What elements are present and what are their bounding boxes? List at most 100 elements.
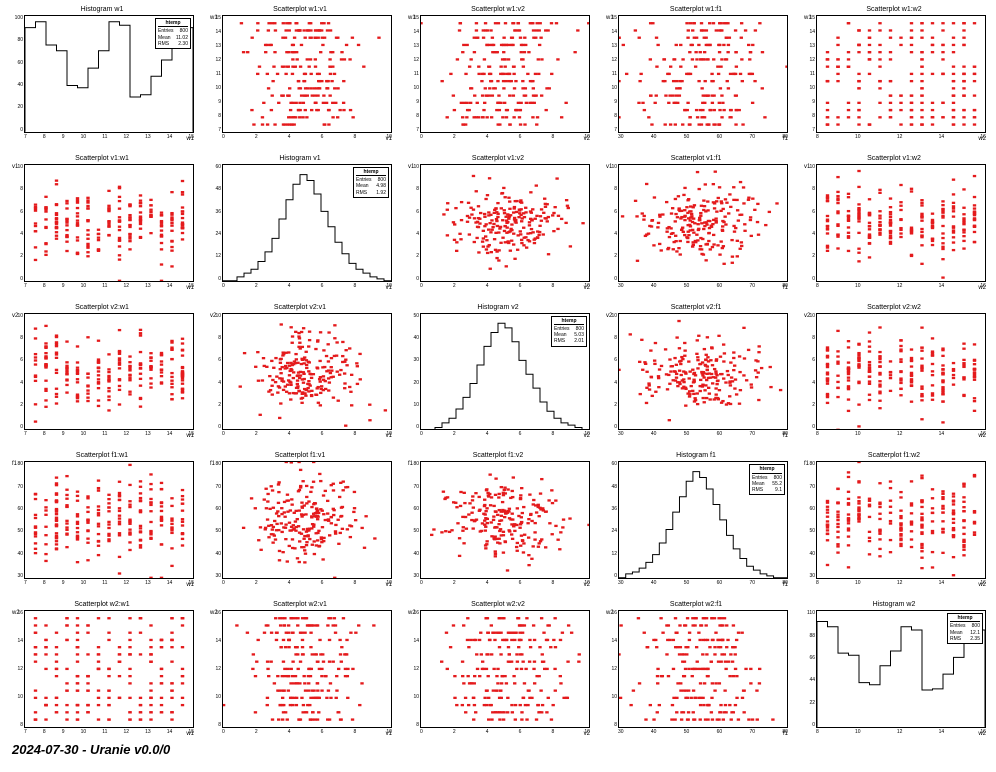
y-ticks: 100806040200 <box>12 15 23 133</box>
y-ticks: 161412108 <box>210 610 221 728</box>
x-axis-label: v1 <box>386 731 392 737</box>
x-ticks: 0246810 <box>420 283 590 289</box>
plot-title: Scatterplot f1:v2 <box>406 452 590 459</box>
pairs-matrix-grid: Histogram w1 htemp Entries800 Mean11.02 … <box>10 6 986 738</box>
cell-hist-v2: Histogram v2 htemp Entries800 Mean5.03 R… <box>406 304 590 441</box>
plot-area <box>618 313 788 431</box>
x-axis-label: f1 <box>783 731 788 737</box>
plot-title: Scatterplot w1:v1 <box>208 6 392 13</box>
y-ticks: 1086420 <box>804 164 815 282</box>
x-axis-label: v1 <box>386 136 392 142</box>
plot-title: Scatterplot v1:f1 <box>604 155 788 162</box>
plot-area <box>24 164 194 282</box>
plot-box: 0246810 151413121110987 v2 w1 <box>420 15 590 133</box>
plot-box: 810121416 1086420 w2 v2 <box>816 313 986 431</box>
footer-caption: 2024-07-30 - Uranie v0.0/0 <box>10 742 986 757</box>
plot-area <box>24 610 194 728</box>
cell-scatter-f1-v1: Scatterplot f1:v1 0246810 807060504030 v… <box>208 452 392 589</box>
y-axis-label: v2 <box>606 313 612 319</box>
x-ticks: 304050607080 <box>618 431 788 437</box>
y-ticks: 151413121110987 <box>210 15 221 133</box>
y-axis-label: f1 <box>804 461 809 467</box>
plot-box: htemp Entries800 Mean55.2 RMS9.1 3040506… <box>618 461 788 579</box>
plot-box: 304050607080 161412108 f1 w2 <box>618 610 788 728</box>
plot-box: 304050607080 1086420 f1 v2 <box>618 313 788 431</box>
x-axis-label: v2 <box>584 136 590 142</box>
y-axis-label: w2 <box>12 610 20 616</box>
x-axis-label: v2 <box>584 285 590 291</box>
y-ticks: 151413121110987 <box>606 15 617 133</box>
y-axis-label: w2 <box>408 610 416 616</box>
y-ticks: 161412108 <box>606 610 617 728</box>
plot-box: 789101112131415 1086420 w1 v2 <box>24 313 194 431</box>
x-axis-label: v2 <box>584 433 590 439</box>
cell-scatter-v1-w1: Scatterplot v1:w1 789101112131415 108642… <box>10 155 194 292</box>
stats-legend: htemp Entries800 Mean12.1 RMS2.35 <box>947 613 983 644</box>
stats-legend: htemp Entries800 Mean4.98 RMS1.92 <box>353 167 389 198</box>
x-axis-label: w2 <box>978 731 986 737</box>
y-ticks: 1086420 <box>12 164 23 282</box>
plot-title: Scatterplot v2:w1 <box>10 304 194 311</box>
y-axis-label: v2 <box>210 313 216 319</box>
cell-scatter-w1-f1: Scatterplot w1:f1 304050607080 151413121… <box>604 6 788 143</box>
y-axis-label: v2 <box>12 313 18 319</box>
y-axis-label: w1 <box>804 15 812 21</box>
x-ticks: 789101112131415 <box>24 580 194 586</box>
y-ticks: 161412108 <box>12 610 23 728</box>
cell-scatter-v2-f1: Scatterplot v2:f1 304050607080 1086420 f… <box>604 304 788 441</box>
y-ticks: 807060504030 <box>804 461 815 579</box>
x-axis-label: w2 <box>978 582 986 588</box>
plot-box: 0246810 151413121110987 v1 w1 <box>222 15 392 133</box>
x-axis-label: w1 <box>186 285 194 291</box>
x-ticks: 789101112131415 <box>24 431 194 437</box>
y-axis-label: w2 <box>606 610 614 616</box>
x-axis-label: w1 <box>186 136 194 142</box>
cell-scatter-v2-w2: Scatterplot v2:w2 810121416 1086420 w2 v… <box>802 304 986 441</box>
x-ticks: 810121416 <box>816 580 986 586</box>
plot-area <box>816 313 986 431</box>
cell-scatter-w2-v2: Scatterplot w2:v2 0246810 161412108 v2 w… <box>406 601 590 738</box>
plot-box: htemp Entries800 Mean11.02 RMS2.30 78910… <box>24 15 194 133</box>
cell-scatter-v2-v1: Scatterplot v2:v1 0246810 1086420 v1 v2 <box>208 304 392 441</box>
plot-box: 0246810 161412108 v2 w2 <box>420 610 590 728</box>
plot-title: Scatterplot w2:f1 <box>604 601 788 608</box>
x-axis-label: f1 <box>783 582 788 588</box>
cell-scatter-f1-v2: Scatterplot f1:v2 0246810 807060504030 v… <box>406 452 590 589</box>
plot-area <box>222 610 392 728</box>
x-axis-label: w1 <box>186 731 194 737</box>
plot-box: 0246810 161412108 v1 w2 <box>222 610 392 728</box>
plot-area: htemp Entries800 Mean4.98 RMS1.92 <box>222 164 392 282</box>
plot-area <box>420 164 590 282</box>
x-ticks: 304050607080 <box>618 283 788 289</box>
y-ticks: 151413121110987 <box>804 15 815 133</box>
y-ticks: 161412108 <box>408 610 419 728</box>
y-ticks: 807060504030 <box>210 461 221 579</box>
x-ticks: 0246810 <box>420 431 590 437</box>
x-ticks: 304050607080 <box>618 580 788 586</box>
cell-hist-f1: Histogram f1 htemp Entries800 Mean55.2 R… <box>604 452 788 589</box>
plot-title: Histogram v2 <box>406 304 590 311</box>
plot-title: Scatterplot v2:v1 <box>208 304 392 311</box>
plot-title: Histogram w2 <box>802 601 986 608</box>
plot-area: htemp Entries800 Mean12.1 RMS2.35 <box>816 610 986 728</box>
plot-title: Scatterplot v1:v2 <box>406 155 590 162</box>
cell-scatter-w1-v1: Scatterplot w1:v1 0246810 15141312111098… <box>208 6 392 143</box>
y-ticks: 50403020100 <box>408 313 419 431</box>
x-ticks: 789101112131415 <box>24 283 194 289</box>
y-axis-label: w1 <box>606 15 614 21</box>
plot-area <box>24 461 194 579</box>
plot-box: htemp Entries800 Mean4.98 RMS1.92 024681… <box>222 164 392 282</box>
cell-hist-w2: Histogram w2 htemp Entries800 Mean12.1 R… <box>802 601 986 738</box>
plot-title: Scatterplot f1:w2 <box>802 452 986 459</box>
plot-box: 0246810 807060504030 v1 f1 <box>222 461 392 579</box>
cell-scatter-f1-w1: Scatterplot f1:w1 789101112131415 807060… <box>10 452 194 589</box>
x-axis-label: v2 <box>584 731 590 737</box>
plot-title: Scatterplot w1:v2 <box>406 6 590 13</box>
y-ticks: 1086420 <box>606 313 617 431</box>
plot-area: htemp Entries800 Mean11.02 RMS2.30 <box>24 15 194 133</box>
plot-area <box>816 15 986 133</box>
cell-scatter-w2-w1: Scatterplot w2:w1 789101112131415 161412… <box>10 601 194 738</box>
x-ticks: 0246810 <box>222 729 392 735</box>
x-ticks: 810121416 <box>816 431 986 437</box>
plot-area <box>420 15 590 133</box>
